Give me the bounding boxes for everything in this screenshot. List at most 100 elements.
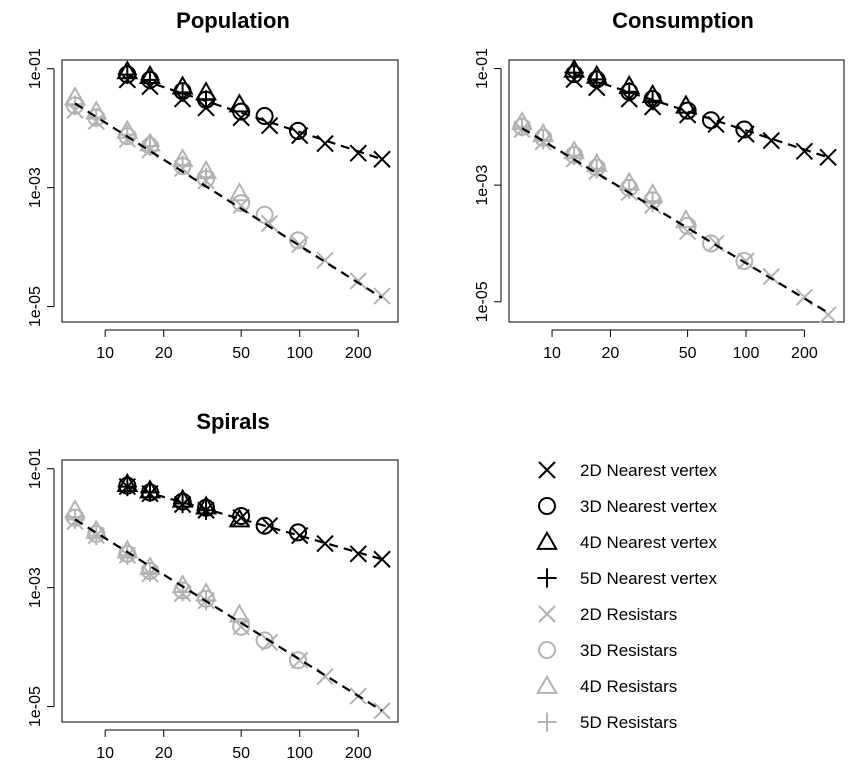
series-3d-nearest-vertex — [118, 65, 308, 140]
data-point — [255, 516, 274, 535]
y-tick-label: 1e-01 — [27, 448, 44, 489]
x-tick-label: 50 — [232, 745, 250, 762]
x-tick-label: 200 — [345, 745, 372, 762]
chart-title: Population — [176, 8, 290, 33]
data-point — [762, 267, 781, 286]
y-tick-label: 1e-05 — [474, 281, 491, 322]
chart-title: Consumption — [612, 8, 754, 33]
chart-title: Spirals — [196, 409, 269, 434]
data-point — [564, 63, 584, 83]
legend-label: 3D Resistars — [580, 641, 677, 660]
series-4d-resistars — [511, 111, 697, 229]
trend-line — [521, 127, 829, 314]
y-tick-label: 1e-05 — [27, 686, 44, 727]
data-point — [349, 272, 367, 290]
x-tick-label: 20 — [155, 345, 173, 362]
data-point — [819, 148, 837, 167]
legend-label: 5D Resistars — [580, 713, 677, 732]
legend: 2D Nearest vertex 3D Nearest vertex 4D Nea… — [536, 461, 717, 732]
legend-label: 2D Resistars — [580, 605, 677, 624]
data-point — [762, 131, 781, 150]
data-point — [349, 144, 367, 162]
legend-marker-x — [538, 605, 556, 623]
data-point — [65, 95, 85, 116]
legend-marker-triangle — [536, 674, 558, 694]
y-tick-label: 1e-05 — [27, 286, 44, 327]
x-tick-label: 100 — [286, 745, 313, 762]
data-point — [117, 64, 137, 85]
data-point — [117, 124, 137, 145]
y-tick-label: 1e-03 — [474, 165, 491, 206]
series-5d-nearest-vertex — [564, 63, 663, 111]
data-point — [289, 651, 308, 670]
trend-line — [74, 102, 383, 299]
data-point — [373, 702, 391, 720]
data-point — [643, 193, 663, 213]
legend-marker-x — [538, 461, 556, 479]
plot-frame — [61, 59, 399, 323]
x-tick-label: 100 — [286, 345, 313, 362]
legend-marker-plus — [537, 568, 557, 588]
series-2d-nearest-vertex — [118, 477, 391, 568]
data-point — [260, 214, 279, 233]
x-tick-label: 50 — [679, 345, 697, 362]
legend-label: 5D Nearest vertex — [580, 569, 717, 588]
data-point — [260, 116, 279, 135]
trend-line — [126, 74, 383, 161]
data-point — [228, 603, 251, 623]
data-point — [255, 205, 274, 224]
x-tick-label: 10 — [543, 345, 561, 362]
y-tick-label: 1e-01 — [27, 48, 44, 89]
chart-panel-consumption: Consumption 10 20 50 100 200 1e-01 1e-03 1e-05 — [474, 8, 845, 362]
data-point — [678, 216, 697, 235]
data-point — [289, 121, 308, 140]
x-tick-label: 200 — [345, 345, 372, 362]
data-point — [735, 252, 754, 271]
data-point — [619, 82, 639, 102]
plot-frame — [508, 59, 845, 323]
data-point — [196, 500, 216, 520]
y-tick-label: 1e-01 — [474, 48, 491, 89]
data-point — [533, 130, 553, 150]
series-5d-resistars — [65, 95, 216, 187]
legend-label: 2D Nearest vertex — [580, 461, 717, 480]
series-4d-resistars — [64, 499, 251, 623]
plot-frame — [61, 459, 399, 723]
trend-line — [127, 485, 383, 561]
data-point — [702, 111, 721, 130]
data-point — [678, 101, 697, 120]
data-point — [232, 617, 251, 636]
data-point — [316, 534, 334, 553]
trend-line — [573, 73, 829, 159]
data-point — [795, 142, 814, 161]
legend-label: 4D Resistars — [580, 677, 677, 696]
data-point — [674, 94, 697, 114]
data-point — [349, 545, 367, 563]
series-2d-nearest-vertex — [565, 70, 837, 167]
data-point — [674, 209, 697, 229]
legend-marker-triangle — [536, 530, 558, 550]
data-point — [228, 93, 251, 113]
series-5d-resistars — [512, 117, 663, 213]
data-point — [86, 108, 106, 128]
series-2d-resistars — [66, 101, 391, 305]
data-point — [702, 234, 721, 253]
data-point — [373, 150, 391, 168]
x-tick-label: 20 — [602, 345, 620, 362]
x-tick-label: 10 — [96, 745, 114, 762]
data-point — [373, 287, 391, 305]
x-tick-label: 200 — [791, 345, 818, 362]
legend-marker-circle — [538, 497, 556, 515]
y-tick-label: 1e-03 — [27, 567, 44, 608]
y-tick-label: 1e-03 — [27, 167, 44, 208]
legend-marker-plus — [537, 712, 557, 732]
data-point — [255, 631, 274, 650]
x-tick-label: 10 — [96, 345, 114, 362]
chart-panel-spirals: Spirals 10 20 50 100 200 1e-01 1e-03 1e-05 — [27, 409, 399, 762]
legend-label: 4D Nearest vertex — [580, 533, 717, 552]
data-point — [140, 562, 160, 583]
data-point — [735, 120, 754, 139]
data-point — [512, 117, 532, 137]
data-point — [619, 179, 639, 199]
